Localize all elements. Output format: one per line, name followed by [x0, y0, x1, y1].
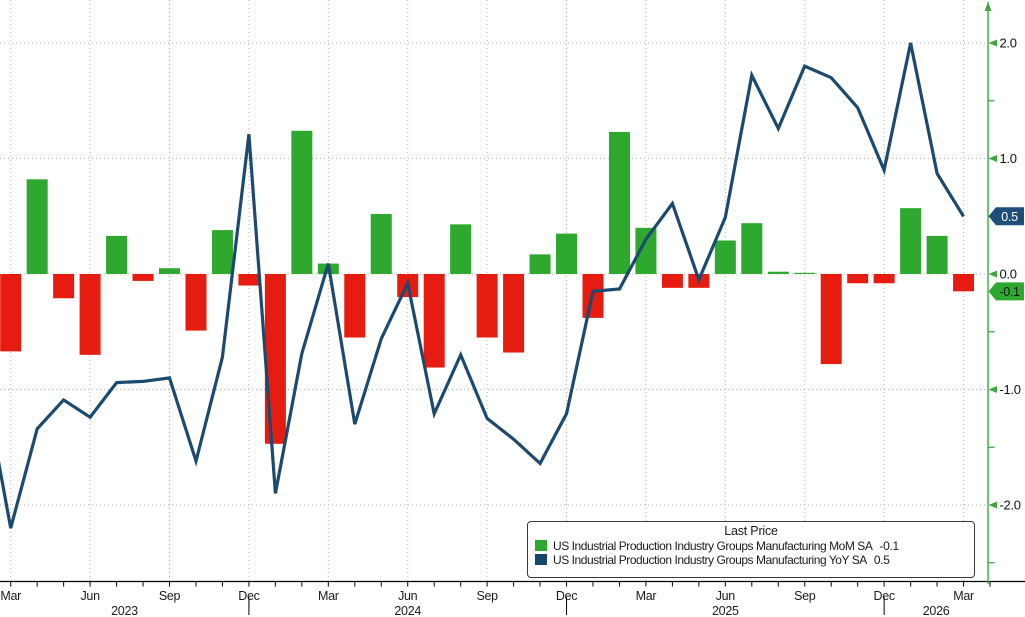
legend-entry-mom: US Industrial Production Industry Groups… — [528, 538, 974, 553]
x-axis: Mar Jun Sep Dec Mar Jun Sep Dec Mar Jun Sep Dec Mar2… — [0, 580, 1025, 617]
x-tick-label: Sep — [159, 589, 181, 603]
svg-text:-0.1: -0.1 — [999, 285, 1020, 299]
last-price-badge-yoy: 0.5 — [988, 207, 1024, 226]
x-tick-label: Sep — [476, 589, 498, 603]
mom-series-swatch-icon — [535, 540, 547, 551]
x-tick-label: Mar — [318, 589, 339, 603]
x-tick-label: Dec — [556, 589, 577, 603]
year-label: 2025 — [712, 604, 739, 617]
yoy-line — [0, 42, 965, 529]
y-tick-label: -2.0 — [1000, 498, 1021, 513]
y-axis: 2.0 1.0 0.0 -1.0 -2.0 — [984, 2, 1021, 584]
legend-label-yoy: US Industrial Production Industry Groups… — [553, 552, 867, 567]
x-tick-label: Sep — [794, 589, 816, 603]
x-tick-label: Mar — [953, 589, 974, 603]
legend-label-mom: US Industrial Production Industry Groups… — [553, 538, 873, 553]
y-tick-label: 1.0 — [1000, 151, 1017, 166]
mom-bars — [0, 130, 975, 444]
year-label: 2026 — [923, 604, 950, 617]
x-tick-label: Mar — [636, 589, 657, 603]
last-price-badge-mom: -0.1 — [988, 282, 1024, 301]
legend-entry-yoy: US Industrial Production Industry Groups… — [528, 552, 974, 567]
yoy-series-swatch-icon — [535, 554, 547, 565]
legend: Last Price US Industrial Production Indu… — [527, 521, 975, 578]
x-tick-label: Jun — [398, 589, 418, 603]
y-tick-label: 2.0 — [1000, 36, 1017, 51]
x-tick-label: Dec — [873, 589, 894, 603]
legend-value-mom: -0.1 — [879, 538, 899, 553]
year-label: 2024 — [394, 604, 421, 617]
x-tick-label: Jun — [716, 589, 736, 603]
y-tick-label: -1.0 — [1000, 382, 1021, 397]
x-tick-label: Mar — [0, 589, 21, 603]
x-tick-label: Dec — [238, 589, 259, 603]
year-label: 2023 — [111, 604, 138, 617]
x-tick-label: Jun — [80, 589, 100, 603]
svg-text:0.5: 0.5 — [1001, 210, 1018, 224]
legend-title: Last Price — [724, 524, 778, 538]
y-tick-label: 0.0 — [1000, 267, 1017, 282]
legend-value-yoy: 0.5 — [873, 552, 890, 567]
